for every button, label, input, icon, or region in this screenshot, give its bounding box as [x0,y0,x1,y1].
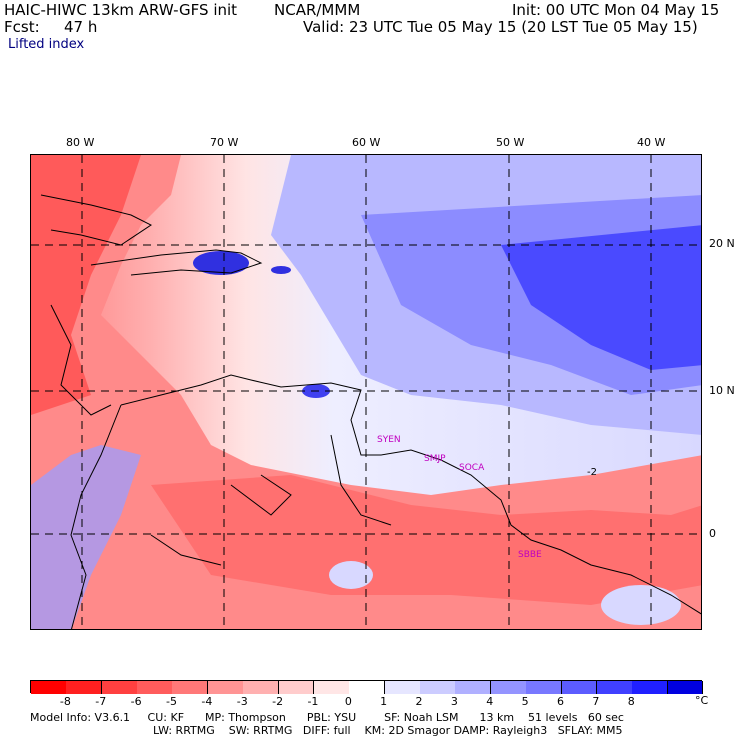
footer-line-1: Model Info: V3.6.1 CU: KF MP: Thompson P… [30,711,624,724]
stable-region-strong [501,225,701,370]
lifted-index-map: SYEN SMJP SOCA SBBE -2 [30,154,702,630]
colorbar-tick-label: -5 [165,695,177,708]
station-label-smjp: SMJP [424,454,446,464]
colorbar-swatch [207,681,244,694]
model-title: HAIC-HIWC 13km ARW-GFS init [4,1,238,19]
coastlines [40,194,701,629]
latlon-grid [31,155,701,629]
colorbar-tick-label: -1 [307,695,319,708]
colorbar-tick-label: 2 [415,695,423,708]
forecast-hour: 47 h [64,18,98,36]
colorbar-tick-label: 0 [344,695,352,708]
colorbar-swatch [632,681,669,694]
lat-label-20n: 20 N [709,237,735,250]
stable-blob-puertorico [271,266,291,274]
org-label: NCAR/MMM [274,1,361,19]
lon-label-40w: 40 W [637,136,666,149]
field-name: Lifted index [8,37,85,52]
lat-label-0: 0 [709,527,716,540]
colorbar-tick-label: 7 [592,695,600,708]
colorbar-tick-label: 5 [521,695,529,708]
lon-label-60w: 60 W [352,136,381,149]
colorbar-tick-label: 4 [486,695,494,708]
stable-blob-amazon [329,561,373,589]
valid-time: Valid: 23 UTC Tue 05 May 15 (20 LST Tue … [303,18,698,36]
colorbar-tick-label: -7 [95,695,107,708]
colorbar-tick-label: -4 [201,695,213,708]
colorbar-swatch [420,681,456,694]
init-time: Init: 00 UTC Mon 04 May 15 [512,1,720,19]
colorbar-swatch [349,681,386,694]
colorbar-tick-label: -6 [130,695,142,708]
colorbar-swatch [172,681,209,694]
colorbar-swatch [455,681,492,694]
colorbar-swatch [278,681,315,694]
colorbar-unit: °C [695,694,709,707]
unstable-region-interior [151,475,701,605]
colorbar-swatch [490,681,527,694]
station-label-soca: SOCA [459,463,485,473]
colorbar-swatch [561,681,598,694]
lon-label-70w: 70 W [210,136,239,149]
lat-label-10n: 10 N [709,384,735,397]
unstable-region-strong [31,155,141,415]
lon-label-50w: 50 W [496,136,525,149]
colorbar-swatch [137,681,173,694]
stable-blob-southeast [601,585,681,625]
colorbar-tick-label: -8 [59,695,71,708]
colorbar-tick-label: -2 [272,695,284,708]
colorbar-tick-label: 8 [627,695,635,708]
colorbar-swatch [66,681,103,694]
forecast-label: Fcst: [4,18,40,36]
stable-blob-hispaniola [193,251,249,275]
andes-stable-strip [31,445,141,629]
colorbar-swatch [313,681,350,694]
colorbar-swatch [526,681,563,694]
map-canvas: SYEN SMJP SOCA SBBE -2 [31,155,701,629]
footer-line-2: LW: RRTMG SW: RRTMG DIFF: full KM: 2D Sm… [153,724,623,737]
colorbar-tick-label: -3 [236,695,248,708]
station-label-sbbe: SBBE [518,550,542,560]
colorbar [30,680,704,694]
colorbar-tick-label: 3 [450,695,458,708]
colorbar-swatch [101,681,138,694]
colorbar-tick-label: 6 [557,695,565,708]
colorbar-swatch [667,681,704,694]
lon-label-80w: 80 W [66,136,95,149]
station-label-syen: SYEN [377,435,401,445]
colorbar-swatch [243,681,280,694]
colorbar-swatch [596,681,633,694]
contour-label: -2 [587,467,597,478]
colorbar-swatch [31,681,67,694]
colorbar-swatch [384,681,421,694]
colorbar-tick-label: 1 [380,695,388,708]
